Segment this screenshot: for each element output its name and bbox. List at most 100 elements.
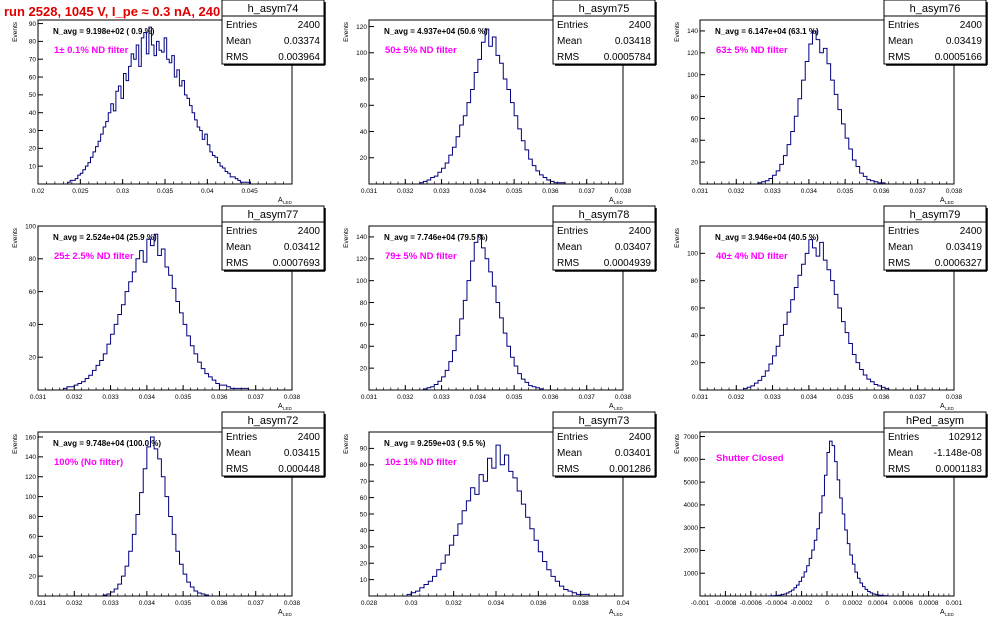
y-tick-label: 20 [691, 159, 699, 166]
y-tick-label: 100 [25, 494, 36, 501]
histogram-series [768, 440, 889, 597]
y-tick-label: 40 [691, 333, 699, 340]
x-axis-label-subscript: LED [945, 200, 955, 205]
histogram-title: h_asym76 [910, 3, 961, 15]
y-tick-label: 40 [360, 344, 368, 351]
x-tick-label: 0.028 [361, 600, 378, 607]
stats-key: Entries [557, 432, 588, 443]
stats-key: RMS [888, 258, 911, 269]
y-tick-label: 60 [360, 103, 368, 110]
histogram-pad-h_asym73: 0.028 0.03 0.032 0.034 0.036 0.038 0.04 10 20 30 4… [331, 411, 661, 618]
stats-key: Entries [888, 432, 919, 443]
y-tick-label: 50 [360, 511, 368, 518]
y-tick-label: 80 [691, 278, 699, 285]
y-tick-label: 20 [29, 146, 37, 153]
stats-key: Mean [888, 36, 913, 47]
y-tick-label: 30 [360, 544, 368, 551]
y-tick-label: 80 [360, 462, 368, 469]
x-axis-label-subscript: LED [283, 406, 293, 411]
x-tick-label: 0.037 [579, 188, 596, 195]
y-tick-label: 20 [29, 573, 37, 580]
filter-label: 25± 2.5% ND filter [54, 251, 134, 262]
x-tick-label: 0.035 [175, 600, 192, 607]
stats-box [883, 205, 987, 271]
y-tick-label: 140 [356, 234, 367, 241]
x-tick-label: -0.001 [691, 600, 710, 607]
histogram-pad-hPed_asym: -0.001 -0.0008 -0.0006 -0.0004 -0.0002 0 0.000… [662, 411, 992, 618]
plot-frame [699, 19, 955, 185]
x-tick-label: 0.04 [617, 600, 630, 607]
y-tick-label: 10 [29, 163, 37, 170]
y-tick-label: 100 [687, 72, 698, 79]
navg-label: N_avg = 7.746e+04 (79.5 %) [384, 233, 488, 242]
plot-frame [368, 19, 624, 185]
y-tick-label: 30 [29, 128, 37, 135]
histogram-svg: 0.02 0.025 0.03 0.035 0.04 0.045 10 20 30 40 50 60 7… [12, 0, 326, 205]
x-tick-label: 0.0004 [868, 600, 888, 607]
stats-key: Mean [557, 448, 582, 459]
histogram-pad-h_asym77: 0.031 0.032 0.033 0.034 0.035 0.036 0.037 0.038… [0, 205, 330, 412]
filter-label: 40± 4% ND filter [716, 251, 788, 262]
histogram-series [406, 444, 590, 596]
x-axis-label: A [609, 403, 614, 410]
x-tick-label: 0.032 [728, 188, 745, 195]
x-tick-label: 0.037 [248, 600, 265, 607]
x-tick-label: 0.037 [248, 394, 265, 401]
stats-value: 0.03419 [946, 242, 983, 253]
stats-box [552, 205, 656, 271]
stats-box [883, 411, 987, 477]
x-tick-label: 0.034 [801, 188, 818, 195]
y-tick-label: 60 [691, 305, 699, 312]
stats-key: Mean [557, 36, 582, 47]
navg-label: N_avg = 6.147e+04 (63.1 %) [715, 27, 819, 36]
y-tick-label: 120 [356, 256, 367, 263]
x-axis-label: A [940, 403, 945, 410]
stats-value: 0.03418 [615, 36, 652, 47]
stats-key: RMS [557, 52, 580, 63]
x-tick-label: 0.034 [470, 394, 487, 401]
x-tick-label: 0.036 [211, 394, 228, 401]
x-tick-label: 0.037 [910, 394, 927, 401]
plot-frame [37, 431, 293, 597]
histogram-title: hPed_asym [906, 415, 964, 427]
x-tick-label: -0.0004 [765, 600, 787, 607]
stats-box [221, 205, 325, 271]
x-tick-label: 0.038 [946, 188, 963, 195]
y-tick-label: 90 [29, 21, 37, 28]
y-tick-label: 40 [29, 110, 37, 117]
histogram-title: h_asym75 [579, 3, 630, 15]
histogram-svg: 0.031 0.032 0.033 0.034 0.035 0.036 0.037 0.038… [343, 205, 657, 411]
y-axis-label: Events [674, 21, 681, 42]
y-tick-label: 7000 [684, 434, 699, 441]
x-tick-label: 0.034 [139, 394, 156, 401]
filter-label: 10± 1% ND filter [385, 457, 457, 468]
stats-key: Mean [888, 448, 913, 459]
filter-label: 100% (No filter) [54, 457, 123, 468]
x-axis-label-subscript: LED [945, 612, 955, 617]
x-tick-label: 0.036 [211, 600, 228, 607]
x-tick-label: 0.032 [66, 600, 83, 607]
x-tick-label: 0.035 [837, 188, 854, 195]
y-tick-label: 60 [360, 495, 368, 502]
stats-value: 0.0005166 [935, 52, 983, 63]
x-tick-label: 0.031 [361, 394, 378, 401]
x-tick-label: 0.0006 [893, 600, 913, 607]
x-tick-label: 0.032 [446, 600, 463, 607]
y-tick-label: 100 [687, 251, 698, 258]
x-tick-label: 0.038 [284, 394, 301, 401]
y-axis-label: Events [12, 21, 19, 42]
y-tick-label: 40 [360, 129, 368, 136]
y-tick-label: 120 [25, 474, 36, 481]
stats-value: -1.148e-08 [934, 448, 983, 459]
x-tick-label: 0.035 [506, 394, 523, 401]
y-tick-label: 2000 [684, 548, 699, 555]
y-tick-label: 140 [25, 454, 36, 461]
x-tick-label: 0.031 [692, 188, 709, 195]
x-tick-label: 0.032 [728, 394, 745, 401]
x-tick-label: 0.038 [573, 600, 590, 607]
plot-frame [37, 225, 293, 391]
filter-label: Shutter Closed [716, 453, 784, 464]
x-tick-label: 0.036 [873, 188, 890, 195]
stats-box [883, 0, 987, 65]
histogram-svg: 0.031 0.032 0.033 0.034 0.035 0.036 0.037 0.038… [674, 0, 988, 205]
